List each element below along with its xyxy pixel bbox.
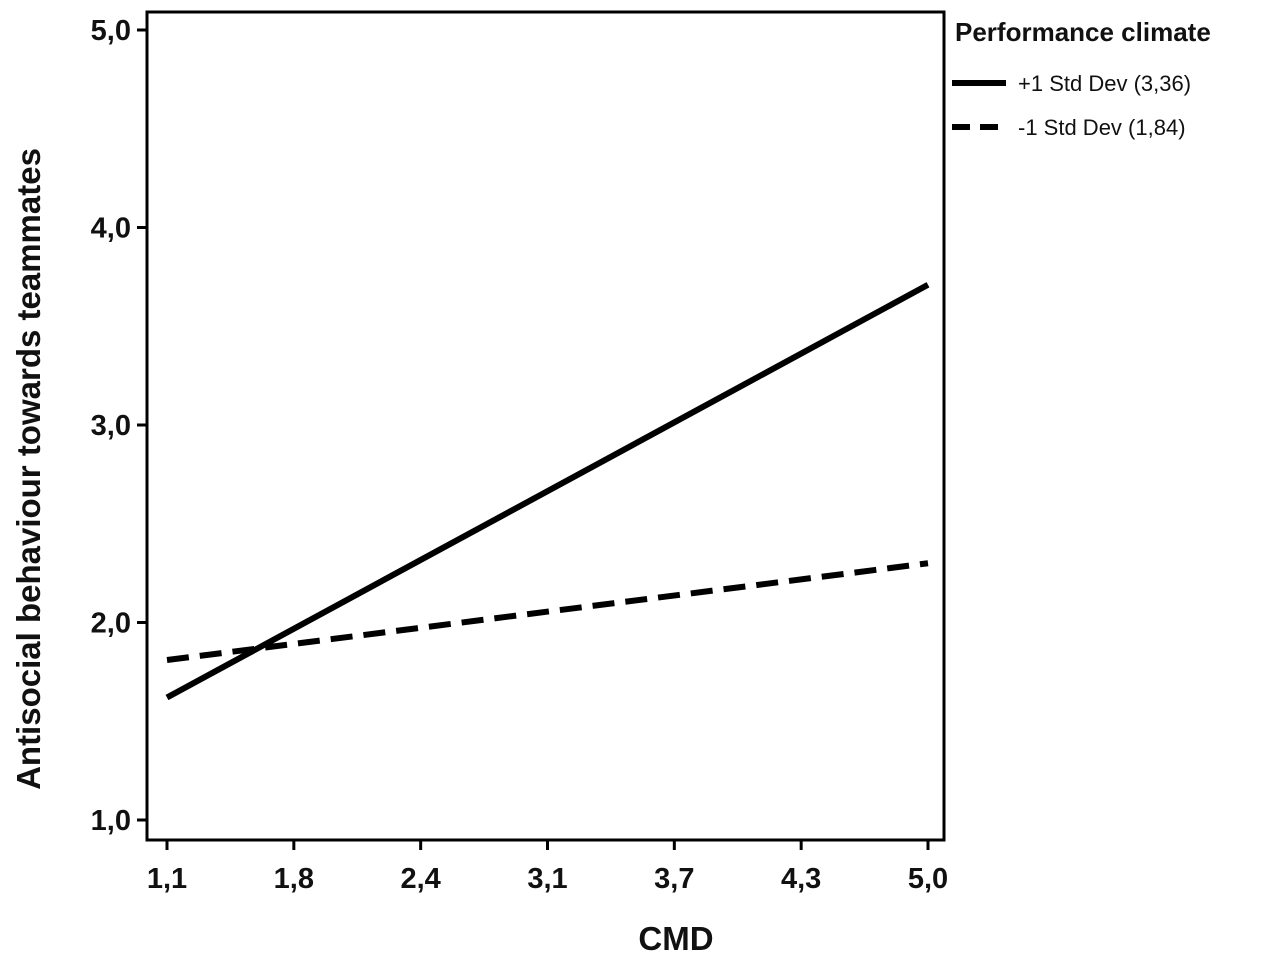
x-tick-label: 1,8 [274,863,314,895]
x-tick-label: 1,1 [147,863,187,895]
series-line-2 [166,560,929,664]
x-axis: 1,1 1,8 2,4 3,1 3,7 4,3 5,0 [147,840,948,895]
y-tick-label: 1,0 [91,805,131,837]
x-axis-title: CMD [638,920,713,957]
y-axis: 1,0 2,0 3,0 4,0 5,0 [91,15,147,837]
y-tick-label: 2,0 [91,608,131,640]
legend-title: Performance climate [955,17,1211,47]
x-tick-label: 3,7 [654,863,694,895]
x-tick-label: 4,3 [781,863,821,895]
y-tick-label: 5,0 [91,15,131,47]
plot-border [145,10,946,842]
x-tick-label: 3,1 [527,863,567,895]
series-layer [165,282,930,701]
y-tick-label: 4,0 [91,213,131,245]
legend: Performance climate +1 Std Dev (3,36) -1 … [952,17,1211,140]
plot-frame [145,10,946,842]
x-tick-label: 5,0 [908,863,948,895]
x-tick-label: 2,4 [401,863,441,895]
y-axis-title: Antisocial behaviour towards teammates [10,148,47,790]
series-line-1 [165,282,930,701]
legend-label-2: -1 Std Dev (1,84) [1018,115,1186,140]
y-tick-label: 3,0 [91,410,131,442]
legend-label-1: +1 Std Dev (3,36) [1018,71,1191,96]
